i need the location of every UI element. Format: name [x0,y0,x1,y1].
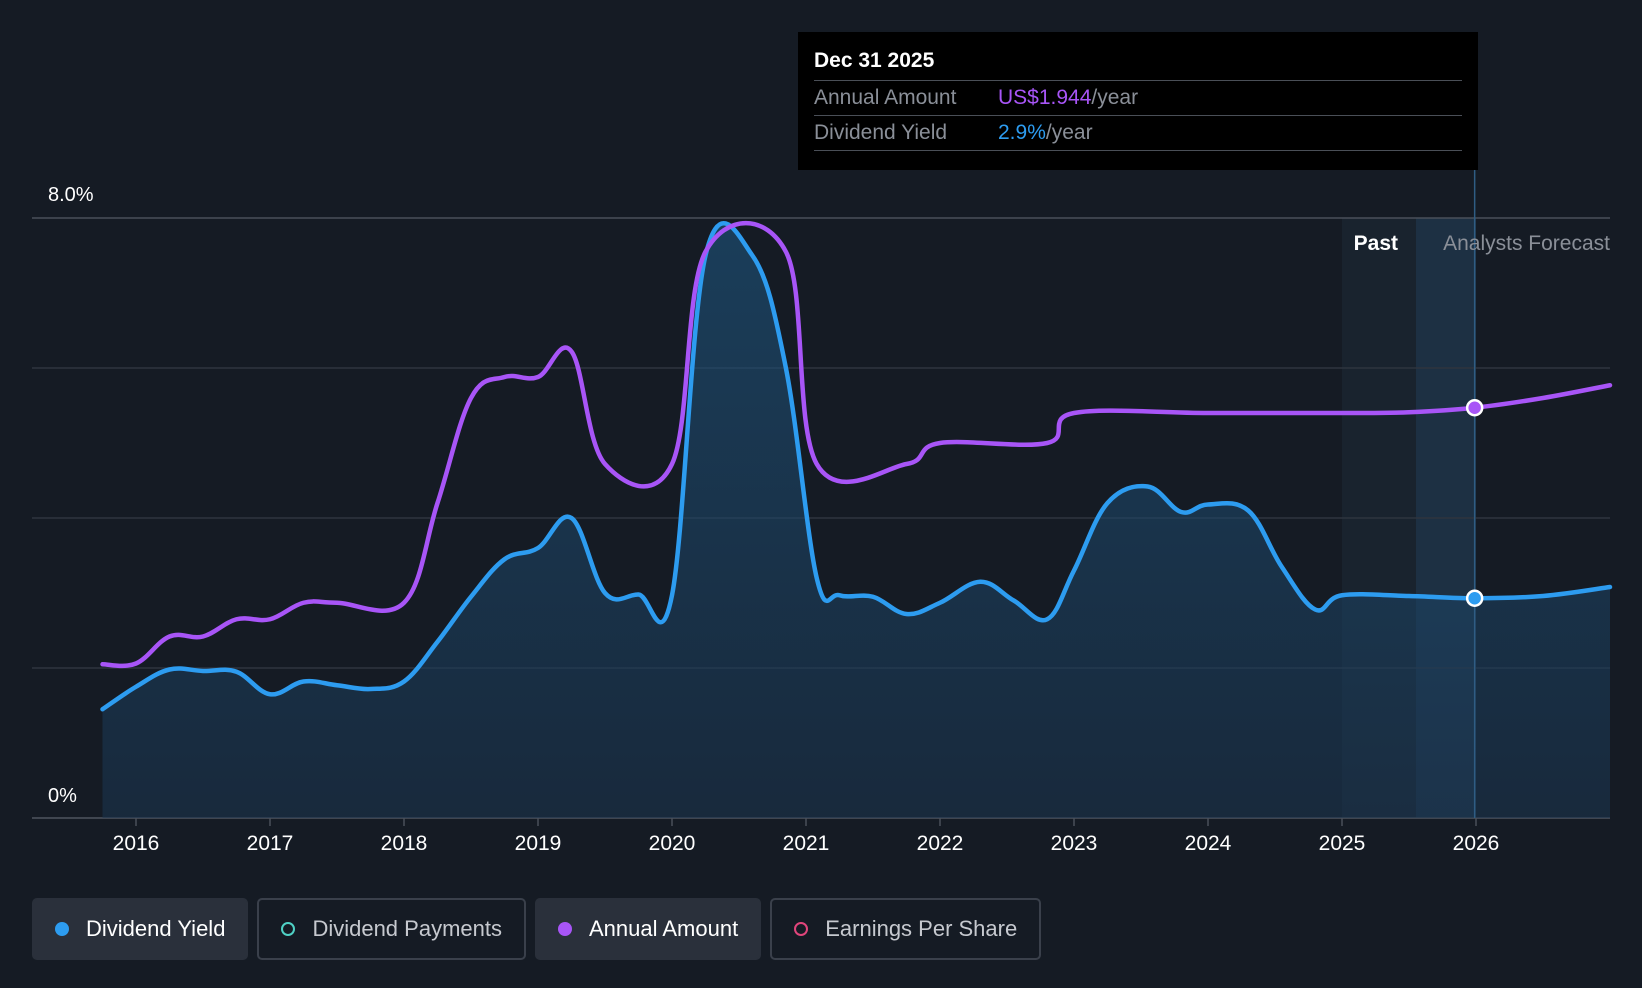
tooltip: Dec 31 2025 Annual Amount US$1.944 /year… [798,32,1478,170]
tooltip-unit: /year [1045,121,1093,144]
x-tick-label: 2025 [1319,832,1366,855]
filled-dot-icon [55,922,69,936]
y-tick-label: 8.0% [48,184,94,206]
highlight-point [1465,399,1484,417]
x-tick-label: 2021 [783,832,830,855]
legend-label: Dividend Yield [86,916,226,941]
legend-label: Dividend Payments [312,916,502,941]
x-tick-label: 2023 [1051,832,1098,855]
legend-label: Annual Amount [588,916,739,941]
legend-earnings-per-share-button[interactable]: Earnings Per Share [770,898,1042,960]
x-tick-label: 2017 [247,832,294,855]
tooltip-label: Annual Amount [814,86,957,109]
tooltip-label: Dividend Yield [814,121,948,144]
series-line [100,221,1613,712]
series-line [100,220,1613,669]
x-tick-label: 2018 [381,832,428,855]
tooltip-value: 2.9% [998,121,1046,144]
legend-label: Earnings Per Share [825,916,1018,941]
forecast-label: Analysts Forecast [1443,232,1610,255]
past-label: Past [1354,232,1398,255]
x-tick-label: 2022 [917,832,964,855]
x-tick-label: 2019 [515,832,562,855]
highlight-point [1465,589,1484,607]
legend-annual-amount-button[interactable]: Annual Amount [534,898,762,960]
filled-dot-icon [557,922,572,936]
y-tick-label: 0% [48,785,77,807]
legend-dividend-payments-button[interactable]: Dividend Payments [257,898,526,960]
x-tick-label: 2024 [1185,832,1232,855]
tooltip-row-annual-amount: Annual Amount US$1.944 /year [814,80,1462,115]
tooltip-value: US$1.944 [998,86,1092,109]
tooltip-date: Dec 31 2025 [814,49,935,72]
legend: Dividend Yield Dividend Payments Annual … [32,898,1042,960]
legend-dividend-yield-button[interactable]: Dividend Yield [32,898,249,960]
hollow-dot-icon [794,922,809,936]
tooltip-unit: /year [1091,86,1139,109]
x-tick-label: 2020 [649,832,696,855]
series-area [102,223,1610,819]
hollow-dot-icon [281,922,296,936]
x-tick-label: 2026 [1453,832,1500,855]
x-tick-label: 2016 [113,832,160,855]
tooltip-row-dividend-yield: Dividend Yield 2.9% /year [814,115,1462,151]
